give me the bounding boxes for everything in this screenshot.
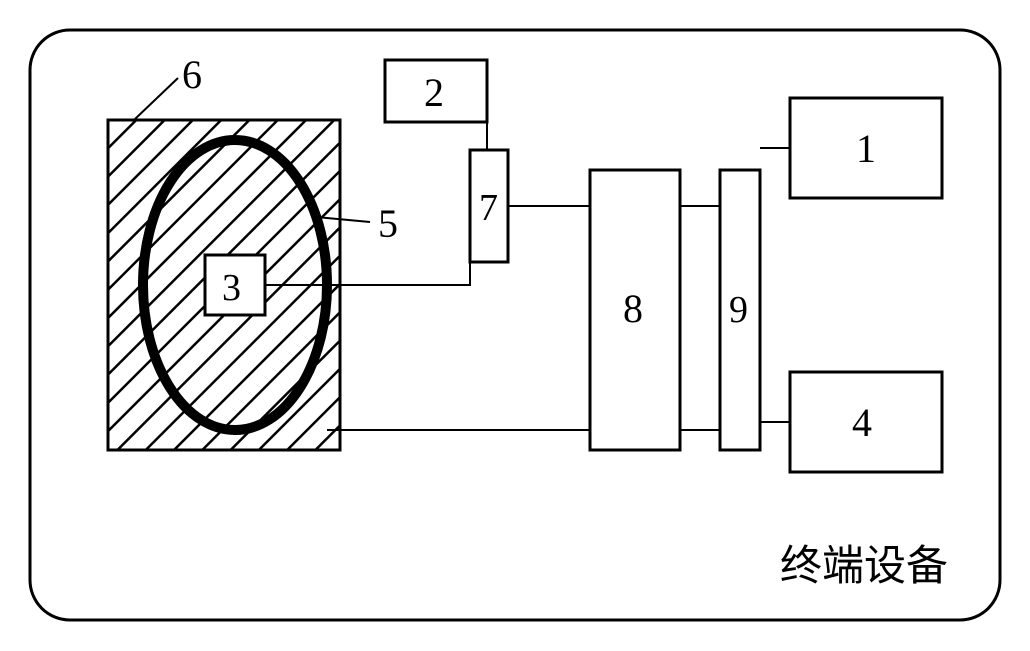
block-label-b2: 2 (424, 70, 444, 115)
block-label-b4: 4 (852, 400, 872, 445)
leader-label-l5: 5 (378, 201, 398, 246)
leader-label-l6: 6 (182, 52, 202, 97)
caption-label: 终端设备 (780, 544, 948, 590)
diagram-root: 1 2 3 4 7 8 9 6 5 终端设备 (0, 0, 1030, 651)
block-label-b1: 1 (856, 126, 876, 171)
edges (265, 122, 790, 430)
block-label-b7: 7 (479, 187, 498, 229)
leader-line-l6 (135, 78, 178, 119)
block-label-b8: 8 (623, 286, 643, 331)
block-label-b9: 9 (729, 289, 748, 331)
block-label-b3: 3 (222, 267, 241, 309)
